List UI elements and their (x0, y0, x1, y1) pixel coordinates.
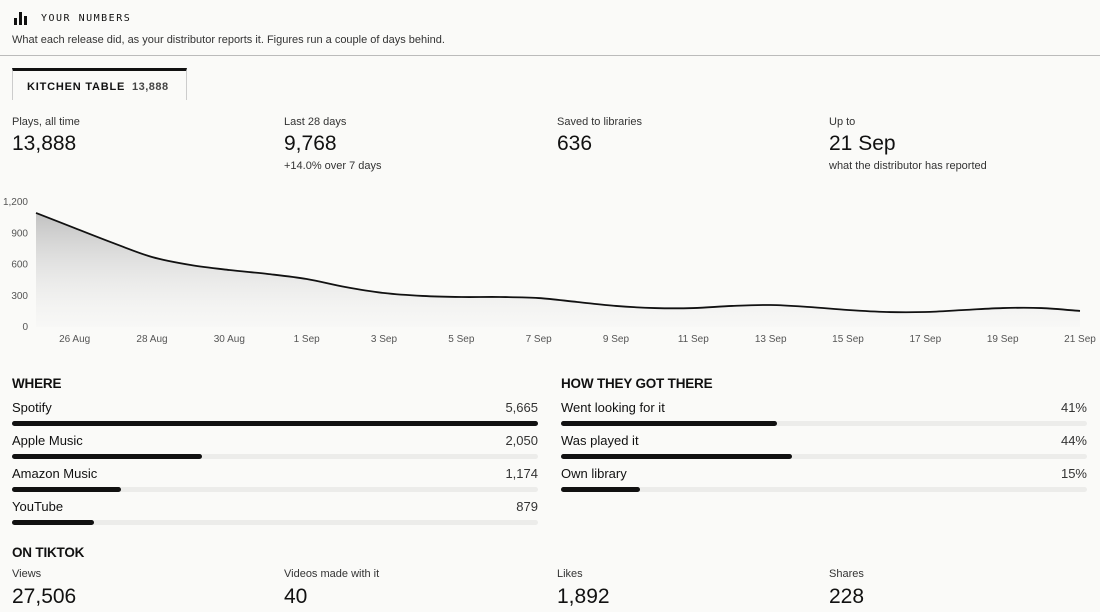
y-tick-label: 900 (11, 228, 28, 239)
stat-value: 13,888 (12, 132, 77, 155)
x-tick-label: 17 Sep (909, 334, 941, 345)
page-subtitle: What each release did, as your distribut… (12, 34, 445, 46)
row-value: 5,665 (505, 400, 538, 415)
x-tick-label: 15 Sep (832, 334, 864, 345)
y-tick-label: 600 (11, 260, 28, 271)
bar-track (12, 487, 538, 492)
section-title: HOW THEY GOT THERE (561, 376, 713, 391)
bar (561, 454, 793, 459)
stat-label: Up to (829, 116, 856, 128)
row-value: 41% (1060, 400, 1087, 415)
bar (561, 421, 777, 426)
stat-label: Views (12, 568, 42, 580)
x-tick-label: 7 Sep (526, 334, 553, 345)
stat-value: 228 (829, 585, 865, 608)
area (36, 212, 1080, 327)
bar-track (561, 454, 1087, 459)
stat-label: Plays, all time (12, 116, 80, 128)
line (35, 212, 1081, 314)
x-tick-label: 11 Sep (678, 334, 709, 345)
row-name: Spotify (12, 400, 52, 415)
row-name: Was played it (561, 433, 639, 448)
bar-track (12, 520, 538, 525)
stat-label: Videos made with it (284, 568, 380, 580)
stat-note: +14.0% over 7 days (284, 160, 382, 172)
stat-value: 636 (557, 132, 593, 155)
stat-value: 27,506 (12, 585, 77, 608)
x-tick-label: 21 Sep (1064, 334, 1096, 345)
x-tick-label: 30 Aug (214, 334, 245, 345)
section-title: ON TIKTOK (12, 545, 85, 560)
x-tick-label: 5 Sep (448, 334, 475, 345)
bar (561, 487, 640, 492)
row-value: 2,050 (505, 433, 538, 448)
row-value: 879 (516, 499, 538, 514)
y-tick-label: 0 (22, 322, 28, 333)
x-tick-label: 13 Sep (755, 334, 787, 345)
row-value: 1,174 (505, 466, 538, 481)
row-name: Amazon Music (12, 466, 98, 481)
tab-name: KITCHEN TABLE (27, 81, 126, 93)
row-value: 15% (1060, 466, 1087, 481)
stat-label: Saved to libraries (557, 116, 642, 128)
stat-label: Shares (829, 568, 864, 580)
plays-chart: 0 300 600 900 1,200 26 Aug 28 Aug 30 Aug 1 Sep 3 … (3, 197, 1096, 345)
row-value: 44% (1060, 433, 1087, 448)
bar (12, 487, 121, 492)
x-tick-label: 9 Sep (603, 334, 630, 345)
row-name: Went looking for it (561, 400, 665, 415)
stat-value: 40 (284, 585, 308, 608)
bar-track (12, 454, 538, 459)
stat-label: Last 28 days (284, 116, 347, 128)
tab-count: 13,888 (132, 81, 169, 93)
page-title: YOUR NUMBERS (41, 13, 132, 24)
bar (12, 520, 94, 525)
row-name: Apple Music (12, 433, 83, 448)
divider (0, 55, 1100, 56)
x-tick-label: 3 Sep (371, 334, 398, 345)
stat-label: Likes (557, 568, 583, 580)
bar (12, 454, 203, 459)
release-tab[interactable]: KITCHEN TABLE 13,888 (12, 68, 187, 100)
y-tick-label: 1,200 (3, 197, 28, 208)
y-tick-label: 300 (11, 291, 28, 302)
stat-value: 1,892 (557, 585, 610, 608)
stat-note: what the distributor has reported (829, 160, 987, 172)
bar-track (561, 421, 1087, 426)
bar-icon (14, 12, 27, 25)
x-tick-label: 28 Aug (136, 334, 167, 345)
row-name: YouTube (12, 499, 64, 514)
stat-value: 9,768 (284, 132, 337, 155)
x-tick-label: 19 Sep (987, 334, 1019, 345)
stat-value: 21 Sep (829, 132, 896, 155)
row-name: Own library (561, 466, 627, 481)
bar-track (561, 487, 1087, 492)
x-tick-label: 1 Sep (294, 334, 321, 345)
x-tick-label: 26 Aug (59, 334, 90, 345)
bar (12, 421, 538, 426)
section-title: WHERE (12, 376, 62, 391)
